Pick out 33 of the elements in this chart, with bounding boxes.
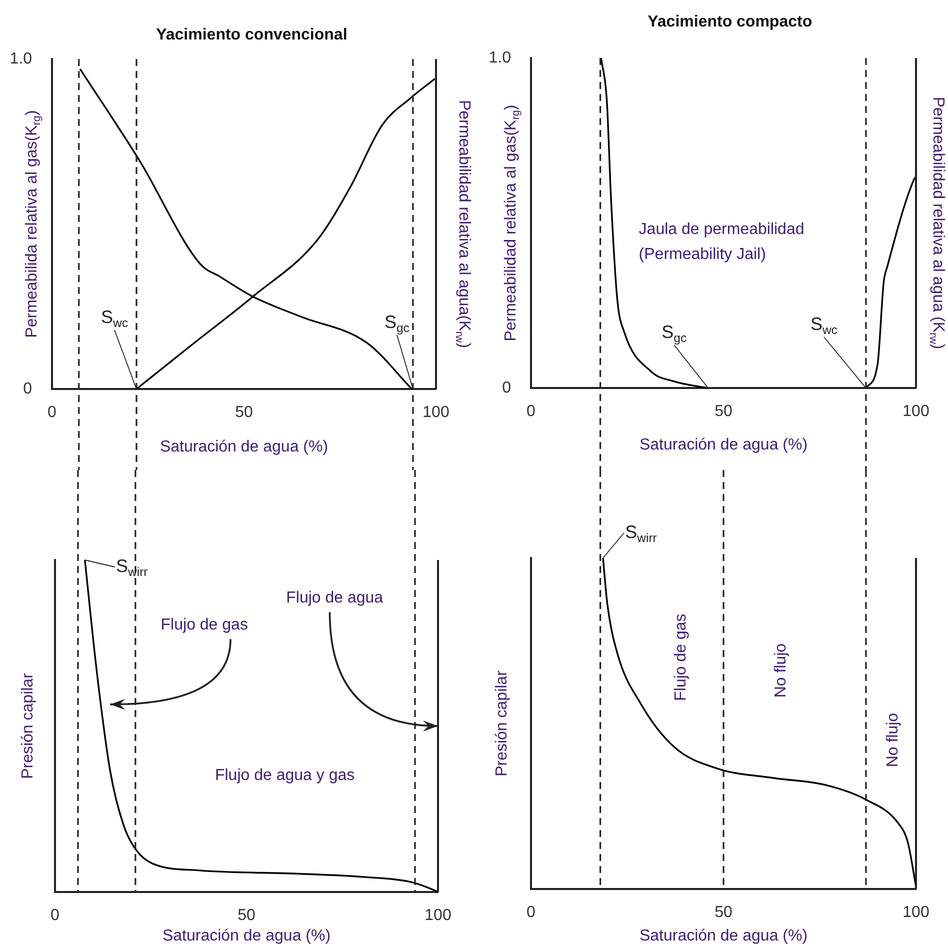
y-tick-label: 1.0 xyxy=(488,49,512,66)
x-tick-label: 100 xyxy=(902,403,930,420)
x-tick-label: 100 xyxy=(422,404,450,422)
annotation: Flujo de agua y gas xyxy=(214,767,355,784)
chart-title: Yacimiento convencional xyxy=(156,26,348,44)
x-axis-title: Saturación de agua (%) xyxy=(639,927,808,944)
x-tick-label: 0 xyxy=(526,904,536,922)
x-axis-title: Saturación de agua (%) xyxy=(160,438,328,456)
y2-axis-title: Permeabilidad relativa al agua (Krw) xyxy=(927,96,947,350)
y-tick-label: 1.0 xyxy=(10,50,32,68)
x-axis-title: Saturación de agua (%) xyxy=(162,927,331,944)
x-tick-label: 50 xyxy=(714,403,732,420)
x-axis-title: Saturación de agua (%) xyxy=(639,436,808,454)
x-tick-label: 100 xyxy=(424,907,452,924)
y-axis-title: Permeabilida relativa al gas(Krg) xyxy=(23,110,43,338)
y-axis-title: Permeabilidad relativa al gas(Krg) xyxy=(502,104,522,342)
chart-title: Yacimiento compacto xyxy=(648,13,812,30)
x-tick-label: 50 xyxy=(714,904,732,922)
annotation: Flujo de agua xyxy=(286,590,384,607)
annotation: Flujo de gas xyxy=(160,616,248,634)
x-tick-label: 100 xyxy=(902,904,930,922)
x-tick-label: 50 xyxy=(238,907,256,924)
annotation: No flujo xyxy=(772,643,790,698)
annotation: No flujo xyxy=(884,712,902,768)
y-axis-title: Presión capilar xyxy=(19,672,36,779)
x-tick-label: 0 xyxy=(50,907,60,924)
x-tick-label: 50 xyxy=(235,404,253,422)
y-axis-title: Presión capilar xyxy=(493,670,510,776)
x-tick-label: 0 xyxy=(48,404,57,422)
x-tick-label: 0 xyxy=(526,403,536,420)
y2-axis-title: Permeabilidad relativa al agua(Krw) xyxy=(453,100,473,348)
annotation: Jaula de permeabilidad (Permeability Jail) xyxy=(638,221,804,264)
annotation: Flujo de gas xyxy=(672,614,690,701)
